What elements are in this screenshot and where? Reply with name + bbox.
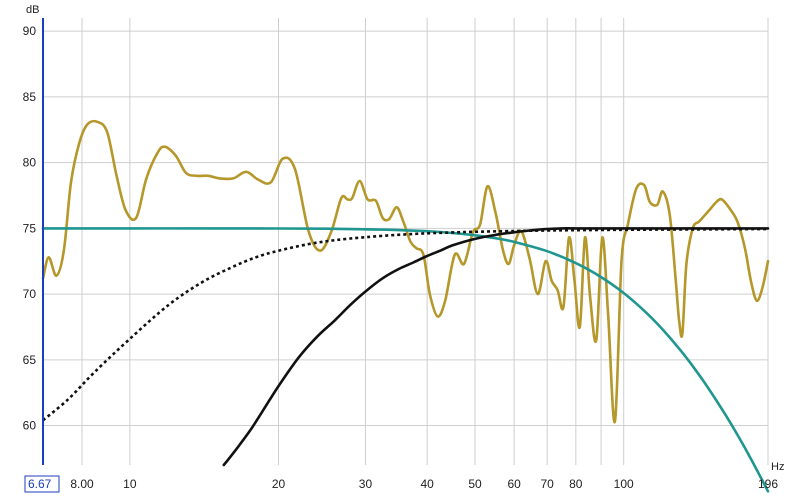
x-max-label: 196: [758, 477, 778, 491]
y-tick-label: 80: [23, 156, 37, 170]
series-layer: [41, 119, 770, 493]
x-tick-label: 60: [507, 477, 521, 491]
grid: [43, 18, 769, 465]
x-tick-label: 20: [272, 477, 286, 491]
x-tick-label: 10: [123, 477, 137, 491]
x-origin-box[interactable]: [24, 475, 60, 493]
x-tick-label: 100: [614, 477, 634, 491]
y-tick-label: 85: [23, 90, 37, 104]
y-tick-label: 70: [23, 287, 37, 301]
y-tick-label: 65: [23, 353, 37, 367]
y-axis-unit: dB: [26, 4, 39, 16]
y-tick-label: 75: [23, 221, 37, 235]
series-line-4: [222, 227, 770, 467]
plot-background: [43, 18, 768, 465]
series-line-3: [42, 227, 769, 422]
x-tick-label: 40: [420, 477, 434, 491]
x-tick-label: 8.00: [70, 477, 94, 491]
x-tick-label: 70: [541, 477, 555, 491]
y-tick-label: 60: [23, 419, 37, 433]
series-line-1: [41, 119, 770, 424]
x-origin-label[interactable]: 6.67: [28, 477, 52, 491]
x-axis-unit: Hz: [771, 461, 784, 473]
series-line-2: [41, 227, 770, 493]
axis-labels: 8.00 10 20 30 40 50 60 70 80 100 60 65 70 75 80 85 90: [23, 24, 634, 491]
x-tick-label: 30: [359, 477, 373, 491]
x-tick-label: 80: [569, 477, 583, 491]
y-tick-label: 90: [23, 24, 37, 38]
x-tick-label: 50: [468, 477, 482, 491]
